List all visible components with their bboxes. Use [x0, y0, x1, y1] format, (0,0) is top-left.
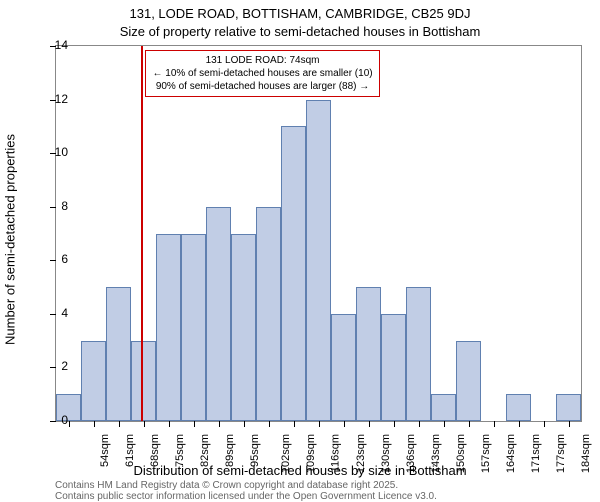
x-tick-label: 109sqm — [305, 434, 317, 473]
x-tick — [194, 421, 195, 427]
x-tick-label: 157sqm — [480, 434, 492, 473]
x-tick — [269, 421, 270, 427]
y-tick-label: 2 — [61, 359, 68, 373]
x-tick — [119, 421, 120, 427]
x-tick — [69, 421, 70, 427]
x-tick-label: 130sqm — [380, 434, 392, 473]
histogram-bar — [231, 234, 256, 422]
x-tick — [469, 421, 470, 427]
x-tick — [569, 421, 570, 427]
x-tick — [344, 421, 345, 427]
marker-annotation: 131 LODE ROAD: 74sqm← 10% of semi-detach… — [145, 50, 379, 97]
x-tick-label: 164sqm — [505, 434, 517, 473]
x-tick-label: 82sqm — [199, 434, 211, 467]
y-tick — [50, 207, 56, 208]
x-tick-label: 89sqm — [224, 434, 236, 467]
histogram-bar — [56, 394, 81, 421]
x-tick-label: 102sqm — [280, 434, 292, 473]
x-tick-label: 95sqm — [249, 434, 261, 467]
marker-line — [141, 46, 143, 421]
x-tick-label: 116sqm — [329, 434, 341, 472]
histogram-bar — [506, 394, 531, 421]
x-tick-label: 143sqm — [430, 434, 442, 473]
y-tick — [50, 314, 56, 315]
y-tick-label: 4 — [61, 306, 68, 320]
histogram-bar — [156, 234, 181, 422]
histogram-bar — [331, 314, 356, 421]
histogram-bar — [206, 207, 231, 421]
chart-title-sub: Size of property relative to semi-detach… — [0, 24, 600, 39]
x-tick-label: 171sqm — [530, 434, 542, 473]
histogram-bar — [81, 341, 106, 421]
x-tick-label: 136sqm — [405, 434, 417, 473]
x-tick-label: 177sqm — [555, 434, 567, 473]
chart-title-main: 131, LODE ROAD, BOTTISHAM, CAMBRIDGE, CB… — [0, 6, 600, 21]
x-tick — [394, 421, 395, 427]
histogram-bar — [431, 394, 456, 421]
histogram-bar — [381, 314, 406, 421]
y-tick-label: 12 — [55, 92, 68, 106]
x-tick — [169, 421, 170, 427]
histogram-bar — [256, 207, 281, 421]
histogram-bar — [181, 234, 206, 422]
x-tick-label: 54sqm — [99, 434, 111, 467]
y-tick-label: 8 — [61, 199, 68, 213]
x-tick — [319, 421, 320, 427]
histogram-bar — [406, 287, 431, 421]
y-tick-label: 0 — [61, 413, 68, 427]
chart-container: 131, LODE ROAD, BOTTISHAM, CAMBRIDGE, CB… — [0, 0, 600, 500]
x-tick — [144, 421, 145, 427]
footer-line-2: Contains public sector information licen… — [55, 491, 437, 502]
x-tick — [494, 421, 495, 427]
histogram-bar — [456, 341, 481, 421]
x-tick-label: 150sqm — [455, 434, 467, 473]
x-tick — [219, 421, 220, 427]
x-tick — [369, 421, 370, 427]
y-tick — [50, 260, 56, 261]
histogram-bar — [131, 341, 156, 421]
y-tick — [50, 367, 56, 368]
x-tick — [94, 421, 95, 427]
x-tick — [519, 421, 520, 427]
x-tick-label: 61sqm — [124, 434, 136, 467]
histogram-bar — [556, 394, 581, 421]
x-tick — [294, 421, 295, 427]
histogram-bar — [356, 287, 381, 421]
x-tick — [244, 421, 245, 427]
x-tick-label: 123sqm — [355, 434, 367, 473]
y-tick-label: 6 — [61, 252, 68, 266]
x-tick — [444, 421, 445, 427]
marker-annotation-line: 90% of semi-detached houses are larger (… — [152, 80, 372, 93]
marker-annotation-line: ← 10% of semi-detached houses are smalle… — [152, 67, 372, 80]
x-tick — [419, 421, 420, 427]
x-tick — [544, 421, 545, 427]
y-tick — [50, 421, 56, 422]
y-tick-label: 14 — [55, 38, 68, 52]
y-tick-label: 10 — [55, 145, 68, 159]
x-tick-label: 184sqm — [580, 434, 592, 473]
histogram-bar — [306, 100, 331, 421]
histogram-bar — [106, 287, 131, 421]
histogram-bar — [281, 126, 306, 421]
plot-area: 131 LODE ROAD: 74sqm← 10% of semi-detach… — [55, 45, 582, 422]
x-tick-label: 75sqm — [174, 434, 186, 467]
x-tick-label: 68sqm — [149, 434, 161, 467]
footer-line-1: Contains HM Land Registry data © Crown c… — [55, 480, 398, 491]
marker-annotation-line: 131 LODE ROAD: 74sqm — [152, 54, 372, 67]
